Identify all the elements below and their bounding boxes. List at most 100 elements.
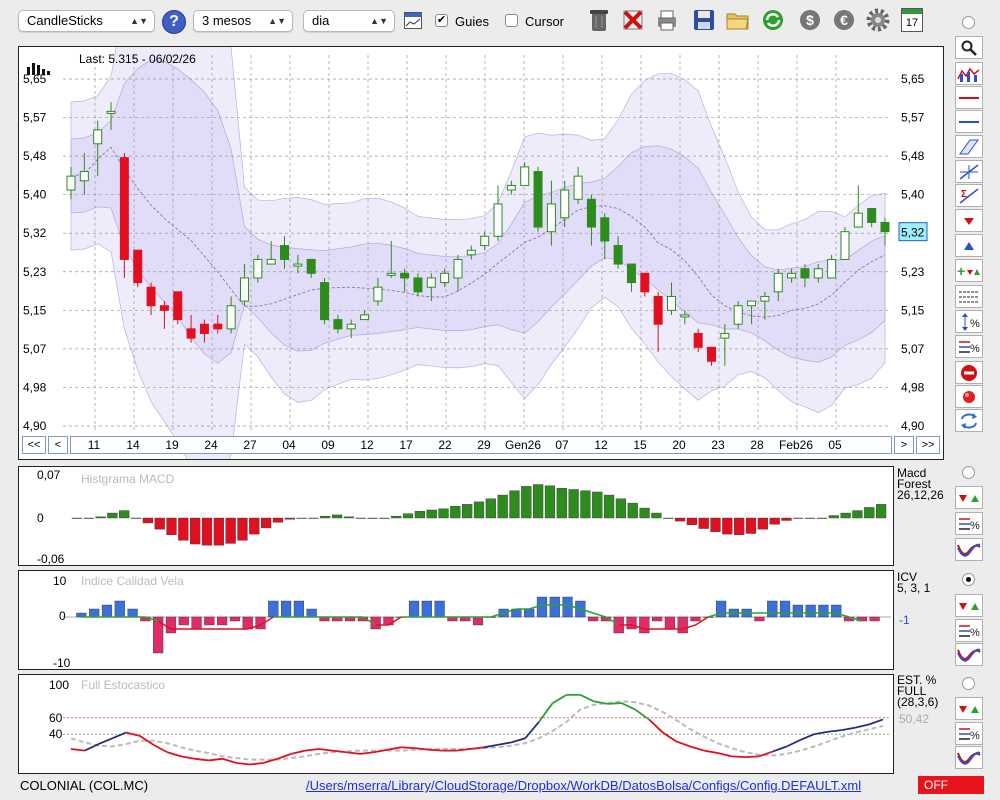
macd-bar	[402, 513, 414, 519]
config-path-link[interactable]: /Users/mserra/Library/CloudStorage/Dropb…	[306, 778, 862, 793]
zoom-icon[interactable]	[955, 36, 983, 59]
icv-wave-icon[interactable]	[955, 643, 983, 666]
horizontal-lines-icon[interactable]	[955, 285, 983, 308]
stochastic-buy-sell-icon[interactable]	[955, 697, 983, 720]
print-icon[interactable]	[653, 6, 681, 34]
macd-buy-sell-icon[interactable]	[955, 486, 983, 509]
icv-panel[interactable]: Indice Calidad Vela 10 0 -10	[18, 570, 894, 670]
candle-body	[400, 272, 410, 279]
stochastic-k-segment	[111, 731, 127, 740]
euro-icon[interactable]: €	[830, 6, 858, 34]
macd-lines-percent-icon[interactable]: %	[955, 512, 983, 535]
nav-first-button[interactable]: <<	[22, 436, 46, 454]
candle-body	[626, 263, 636, 284]
macd-bar	[864, 507, 875, 519]
period-select[interactable]: 3 mesos ▲▼	[193, 10, 293, 32]
cursor-checkbox[interactable]	[505, 14, 518, 27]
nav-prev-button[interactable]: <	[48, 436, 68, 454]
interval-select[interactable]: dia ▲▼	[303, 10, 395, 32]
icv-title: Indice Calidad Vela	[81, 574, 184, 588]
stochastic-k-segment	[70, 748, 85, 752]
y-tick-label-left: 5,48	[23, 149, 47, 163]
date-scrollbar[interactable]	[70, 436, 892, 454]
macd-bar	[343, 516, 355, 519]
nav-next-button[interactable]: >	[894, 436, 914, 454]
stochastic-k-segment	[414, 747, 429, 751]
candle-chart-icon[interactable]	[955, 62, 983, 85]
chart-type-select[interactable]: CandleSticks ▲▼	[18, 10, 155, 32]
swap-icon[interactable]	[955, 409, 983, 432]
delete-chart-icon[interactable]	[619, 6, 647, 34]
macd-bar	[686, 517, 697, 526]
stochastic-lines-percent-icon[interactable]: %	[955, 722, 983, 745]
macd-radio[interactable]	[962, 466, 975, 479]
save-icon[interactable]	[690, 6, 718, 34]
add-buy-sell-icon[interactable]: +	[955, 259, 983, 282]
red-line-icon[interactable]	[955, 86, 983, 109]
price-chart-panel[interactable]: 5,65 5,65 5,57 5,57 5,48 5,48 5,40 5,40 5,32 5,32…	[18, 46, 944, 460]
stochastic-k-segment	[304, 748, 319, 752]
chart-window-icon[interactable]	[404, 12, 422, 29]
stochastic-panel[interactable]: Full Estocastico 100 60 40	[18, 674, 894, 774]
help-icon[interactable]: ?	[162, 10, 186, 34]
blue-line-icon[interactable]	[955, 110, 983, 133]
macd-y-tick: 0	[37, 511, 44, 525]
candle-body	[453, 258, 463, 279]
candle-body	[493, 203, 503, 237]
macd-bar	[213, 517, 224, 546]
icv-bar	[639, 616, 650, 634]
stochastic-k-segment	[814, 730, 829, 736]
inner-band	[70, 59, 886, 364]
stochastic-k-segment	[703, 749, 719, 754]
x-tick-label: 27	[243, 438, 257, 452]
refresh-icon[interactable]	[759, 6, 787, 34]
record-icon[interactable]	[955, 385, 983, 408]
nav-last-button[interactable]: >>	[916, 436, 940, 454]
dollar-icon[interactable]: $	[796, 6, 824, 34]
candle-body	[226, 305, 236, 330]
trendline-icon[interactable]	[955, 160, 983, 183]
stochastic-k-segment	[263, 757, 278, 764]
x-tick-label: 07	[555, 438, 569, 452]
calendar-icon[interactable]: 17	[901, 8, 923, 32]
macd-panel[interactable]: Histgrama MACD 0,07 0 -0,06	[18, 466, 894, 566]
x-tick-label: 22	[438, 438, 452, 452]
icv-lines-percent-icon[interactable]: %	[955, 619, 983, 642]
range-percent-icon[interactable]: %	[955, 310, 983, 333]
stochastic-radio[interactable]	[962, 677, 975, 690]
guides-checkbox[interactable]: ✔	[435, 14, 448, 27]
channel-icon[interactable]	[955, 135, 983, 158]
icv-bar	[779, 600, 791, 618]
chevron-updown-icon: ▲▼	[268, 16, 286, 26]
off-status-badge[interactable]: OFF	[918, 776, 984, 794]
y-tick-label-left: 5,32	[23, 226, 47, 240]
stochastic-k-segment	[332, 749, 347, 754]
trash-icon[interactable]	[585, 6, 613, 34]
arrow-down-icon[interactable]	[955, 209, 983, 232]
arrow-up-icon[interactable]	[955, 234, 983, 257]
icv-signal-line	[708, 612, 863, 622]
icv-buy-sell-icon[interactable]	[955, 594, 983, 617]
price-chart[interactable]: 5,65 5,65 5,57 5,57 5,48 5,48 5,40 5,40 5,32 5,32…	[19, 47, 943, 459]
lines-percent-icon[interactable]: %	[955, 335, 983, 358]
open-folder-icon[interactable]	[724, 6, 752, 34]
y-tick-label-right: 5,40	[901, 188, 925, 202]
gear-icon[interactable]	[864, 6, 892, 34]
stochastic-params: (28,3,6)	[897, 695, 939, 709]
stochastic-k-segment	[552, 694, 567, 704]
x-tick-label: 12	[594, 438, 608, 452]
icv-bar	[792, 604, 803, 618]
icv-radio[interactable]	[962, 573, 975, 586]
sigma-trend-icon[interactable]: Σ	[955, 184, 983, 207]
icv-bar	[549, 596, 560, 618]
macd-wave-icon[interactable]	[955, 538, 983, 561]
candle-body	[239, 277, 249, 302]
candle-body	[466, 249, 476, 256]
stochastic-k-segment	[648, 718, 664, 734]
macd-bar	[580, 490, 591, 519]
main-chart-radio[interactable]	[962, 16, 975, 29]
no-entry-icon[interactable]	[955, 361, 983, 384]
y-tick-label-left: 5,15	[23, 303, 47, 317]
stochastic-wave-icon[interactable]	[955, 746, 983, 769]
stochastic-y-tick: 60	[49, 711, 63, 725]
